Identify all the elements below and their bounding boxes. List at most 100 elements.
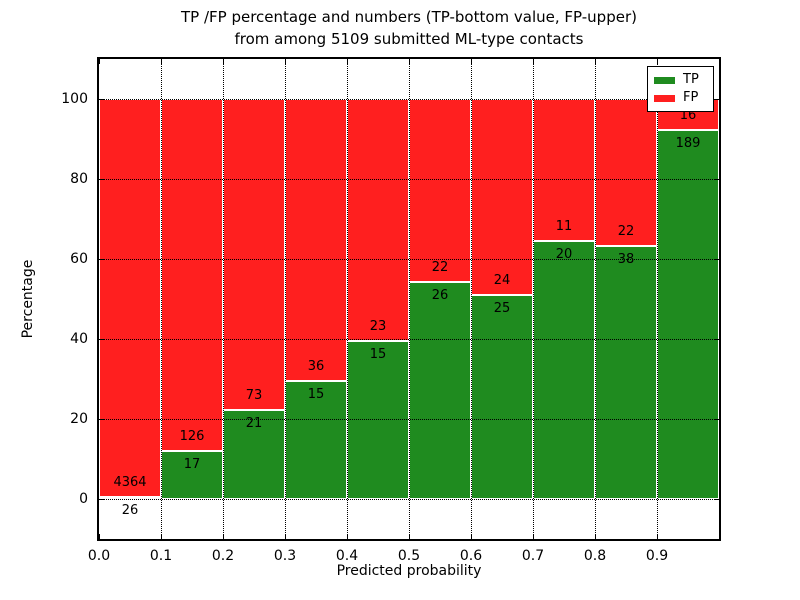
chart-title-line1: TP /FP percentage and numbers (TP-bottom…: [181, 8, 637, 26]
v-gridline: [595, 59, 596, 539]
bar-segment-tp: [285, 381, 347, 499]
x-tick: [657, 59, 658, 64]
legend: TP FP: [647, 66, 714, 112]
v-gridline: [223, 59, 224, 539]
x-tick-label: 0.2: [211, 548, 235, 564]
x-tick: [595, 59, 596, 64]
legend-entry: TP: [654, 73, 707, 87]
y-tick-label: 100: [61, 91, 88, 107]
bar-segment-tp: [595, 245, 657, 499]
x-tick: [161, 534, 162, 539]
y-tick: [714, 259, 719, 260]
x-tick-label: 0.8: [583, 548, 607, 564]
bar-segment-fp: [471, 99, 533, 295]
x-tick-label: 0.5: [397, 548, 421, 564]
tp-count-label: 15: [307, 387, 325, 403]
bar-segment-fp: [285, 99, 347, 382]
fp-count-label: 36: [307, 359, 325, 375]
x-tick: [409, 59, 410, 64]
tp-count-label: 21: [245, 415, 263, 431]
v-gridline: [409, 59, 410, 539]
tp-count-label: 38: [617, 251, 635, 267]
chart-title: TP /FP percentage and numbers (TP-bottom…: [99, 6, 719, 50]
bar-segment-fp: [223, 99, 285, 410]
y-tick: [99, 339, 104, 340]
x-tick: [99, 59, 100, 64]
y-tick: [714, 179, 719, 180]
bar-segment-tp: [347, 341, 409, 499]
x-tick: [657, 534, 658, 539]
y-tick: [714, 419, 719, 420]
x-axis-label: Predicted probability: [336, 563, 482, 579]
x-tick-label: 0.1: [149, 548, 173, 564]
x-tick-label: 0.4: [335, 548, 359, 564]
legend-swatch-fp: [654, 94, 675, 102]
fp-count-label: 126: [179, 429, 205, 445]
fp-count-label: 24: [493, 272, 511, 288]
tp-count-label: 15: [369, 347, 387, 363]
x-tick: [99, 534, 100, 539]
x-tick-label: 0.0: [87, 548, 111, 564]
fp-count-label: 73: [245, 387, 263, 403]
y-tick-label: 80: [70, 171, 88, 187]
legend-entry: FP: [654, 91, 707, 105]
tp-count-label: 26: [121, 502, 139, 518]
x-tick: [347, 59, 348, 64]
x-tick-label: 0.9: [645, 548, 669, 564]
fp-count-label: 22: [431, 260, 449, 276]
legend-label-tp: TP: [683, 72, 699, 87]
plot-area: TP FP 4364 26 126 17 73 21 36 15 23 15 22 26 24 25 11 20…: [97, 57, 721, 541]
bar-segment-tp: [533, 240, 595, 499]
bar-segment-tp: [409, 282, 471, 499]
y-tick: [99, 499, 104, 500]
fp-count-label: 11: [555, 218, 573, 234]
bar-segment-fp: [347, 99, 409, 342]
fp-count-label: 23: [369, 319, 387, 335]
chart-title-line2: from among 5109 submitted ML-type contac…: [234, 30, 584, 48]
y-tick-label: 20: [70, 411, 88, 427]
legend-swatch-tp: [654, 76, 675, 84]
x-tick-label: 0.6: [459, 548, 483, 564]
tp-count-label: 17: [183, 457, 201, 473]
y-tick: [714, 99, 719, 100]
y-tick-label: 60: [70, 251, 88, 267]
x-tick: [347, 534, 348, 539]
x-tick-label: 0.3: [273, 548, 297, 564]
x-tick: [533, 534, 534, 539]
x-tick: [285, 59, 286, 64]
y-tick-label: 40: [70, 331, 88, 347]
y-tick: [99, 179, 104, 180]
tp-count-label: 189: [675, 136, 701, 152]
bar-segment-tp: [99, 496, 161, 499]
v-gridline: [471, 59, 472, 539]
bar-segment-fp: [595, 99, 657, 246]
x-tick: [471, 59, 472, 64]
x-tick: [161, 59, 162, 64]
y-tick: [99, 259, 104, 260]
v-gridline: [285, 59, 286, 539]
y-tick: [714, 499, 719, 500]
x-tick: [285, 534, 286, 539]
tp-count-label: 25: [493, 300, 511, 316]
tp-count-label: 26: [431, 288, 449, 304]
y-tick: [99, 99, 104, 100]
bar-segment-tp: [471, 294, 533, 499]
v-gridline: [161, 59, 162, 539]
v-gridline: [347, 59, 348, 539]
bar-segment-tp: [657, 130, 719, 499]
fp-count-label: 4364: [113, 474, 147, 490]
tp-count-label: 20: [555, 246, 573, 262]
bar-segment-tp: [161, 451, 223, 499]
y-tick: [714, 339, 719, 340]
legend-label-fp: FP: [683, 90, 699, 105]
y-tick-label: 0: [79, 491, 88, 507]
x-tick: [471, 534, 472, 539]
fp-count-label: 22: [617, 223, 635, 239]
v-gridline: [657, 59, 658, 539]
x-tick: [223, 59, 224, 64]
x-tick: [409, 534, 410, 539]
bar-segment-fp: [409, 99, 471, 283]
x-tick-label: 0.7: [521, 548, 545, 564]
y-axis-label: Percentage: [20, 259, 36, 339]
